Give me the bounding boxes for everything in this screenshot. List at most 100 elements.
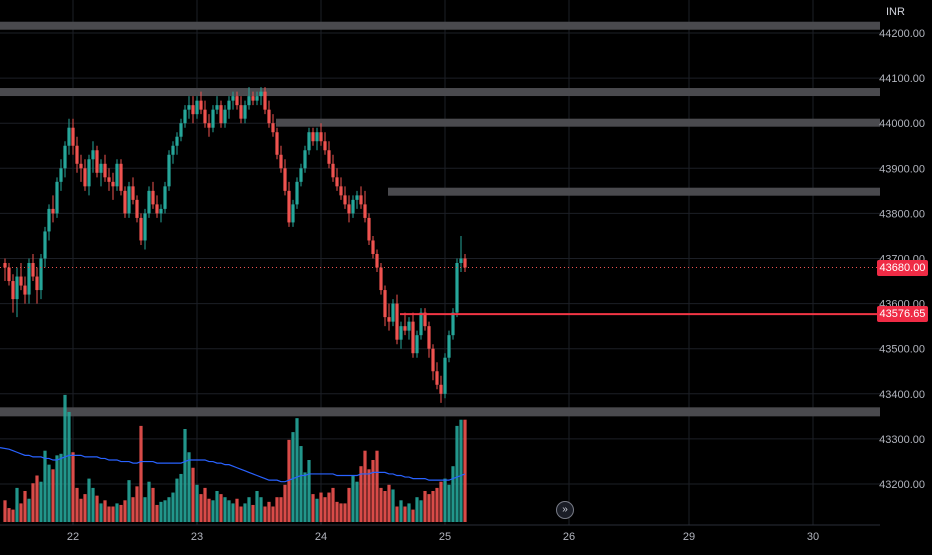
volume-bar <box>159 501 163 522</box>
zone-band <box>0 21 880 30</box>
volume-bar <box>43 450 47 522</box>
candle-body <box>435 371 439 385</box>
zone-band <box>0 407 880 417</box>
volume-bar <box>363 450 367 522</box>
volume-bar <box>31 483 35 522</box>
candle-body <box>99 163 103 173</box>
volume-bar <box>263 506 267 522</box>
volume-bar <box>347 487 351 522</box>
candle-body <box>287 190 291 223</box>
candle-body <box>363 204 367 218</box>
candle-body <box>139 217 143 241</box>
volume-bar <box>215 491 219 522</box>
candle-body <box>315 132 319 142</box>
candle-body <box>63 145 67 169</box>
candle-body <box>411 321 415 354</box>
candle-body <box>295 181 299 205</box>
candle-body <box>335 177 339 187</box>
price-lines <box>0 267 880 316</box>
candle-body <box>19 276 23 286</box>
volume-bar <box>211 500 215 522</box>
volume-bar <box>187 452 191 522</box>
volume-bar <box>131 497 135 522</box>
volume-bar <box>227 500 231 522</box>
time-tick-label: 29 <box>683 531 695 543</box>
candle-body <box>239 105 243 119</box>
volume-bar <box>39 481 43 522</box>
volume-bar <box>183 429 187 522</box>
grid-lines <box>0 0 880 525</box>
candle-body <box>395 303 399 340</box>
horizontal-zones <box>0 21 880 417</box>
scroll-to-realtime-button[interactable]: » <box>556 501 574 519</box>
price-tick-label: 43200.00 <box>879 479 925 491</box>
candle-body <box>163 186 167 209</box>
volume-bar <box>299 446 303 522</box>
candle-body <box>111 181 115 187</box>
candle-body <box>191 105 195 115</box>
volume-bar <box>103 500 107 522</box>
candle-body <box>459 258 463 264</box>
volume-bar <box>139 425 143 522</box>
candle-body <box>115 163 119 187</box>
candle-body <box>275 132 279 155</box>
zone-band <box>0 88 880 97</box>
volume-bar <box>99 503 103 522</box>
price-tick-label: 43400.00 <box>879 389 925 401</box>
volume-bar <box>415 497 419 522</box>
candle-body <box>291 204 295 223</box>
volume-bar <box>71 452 75 522</box>
volume-bar <box>3 500 7 522</box>
volume-bar <box>443 478 447 522</box>
candle-body <box>259 91 263 97</box>
volume-bar <box>11 509 15 522</box>
candle-body <box>415 335 419 354</box>
time-axis[interactable]: 22 23 24 25 26 29 30 <box>0 524 880 543</box>
volume-bar <box>83 494 87 522</box>
volume-bar <box>59 453 63 522</box>
candle-body <box>367 217 371 241</box>
volume-bar <box>91 487 95 522</box>
volume-bar <box>63 394 67 522</box>
volume-bar <box>235 498 239 522</box>
volume-bar <box>423 491 427 522</box>
volume-bar <box>259 497 263 522</box>
time-tick-label: 30 <box>807 531 819 543</box>
candle-body <box>171 145 175 155</box>
candle-body <box>391 303 395 322</box>
price-tick-label: 44000.00 <box>879 118 925 130</box>
candle-body <box>263 91 267 110</box>
volume-histogram <box>3 394 467 522</box>
volume-bar <box>379 487 383 522</box>
volume-bar <box>311 494 315 522</box>
volume-bar <box>247 497 251 522</box>
candle-body <box>43 231 47 259</box>
candle-body <box>47 208 51 232</box>
volume-bar <box>315 498 319 522</box>
candle-body <box>299 168 303 182</box>
volume-bar <box>147 481 151 522</box>
volume-bar <box>135 486 139 522</box>
candle-body <box>303 150 307 169</box>
candle-body <box>35 276 39 291</box>
volume-bar <box>231 503 235 522</box>
candle-body <box>179 123 183 137</box>
volume-bar <box>439 481 443 522</box>
candle-body <box>151 190 155 205</box>
volume-bar <box>327 492 331 522</box>
volume-bar <box>287 439 291 522</box>
time-tick-label: 24 <box>315 531 327 543</box>
volume-bar <box>431 491 435 522</box>
volume-bar <box>203 487 207 522</box>
volume-bar <box>179 473 183 522</box>
volume-bar <box>407 503 411 522</box>
candle-body <box>83 168 87 187</box>
volume-bar <box>367 469 371 522</box>
candle-body <box>147 190 151 214</box>
candle-body <box>387 317 391 322</box>
candle-body <box>75 145 79 164</box>
candle-body <box>31 263 35 277</box>
candle-body <box>355 195 359 200</box>
